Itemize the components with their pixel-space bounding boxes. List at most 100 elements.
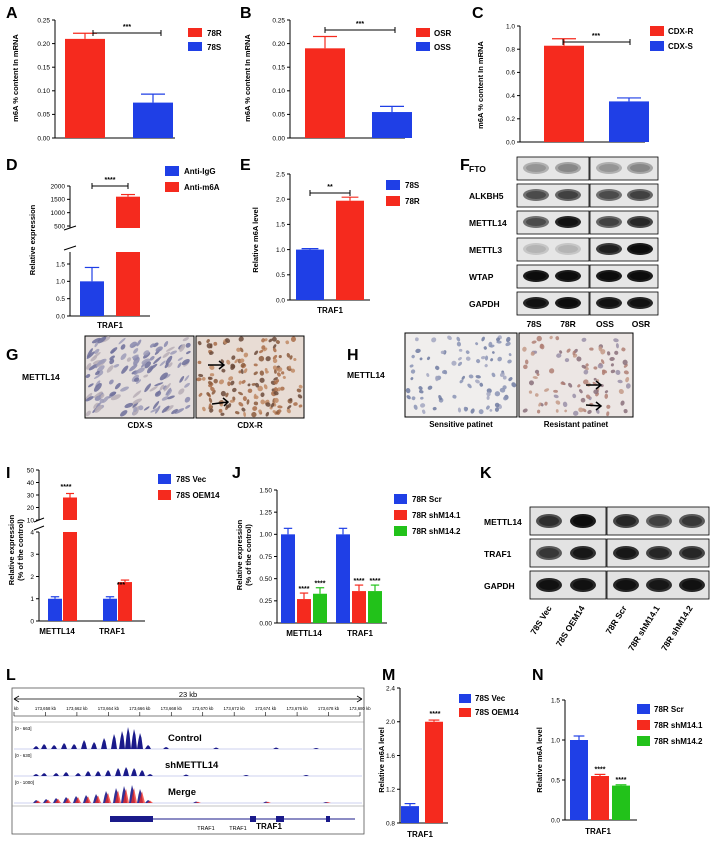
panel-d-y-bottom-tick-label: 0.0 [56, 313, 65, 320]
cell-nucleus [136, 339, 142, 347]
cell-nucleus [165, 387, 172, 396]
cell-nucleus [573, 410, 579, 416]
cell-nucleus [456, 341, 462, 347]
panel-d-y-bottom-tick-label: 0.5 [56, 296, 65, 303]
cell-nucleus [129, 341, 138, 348]
cell-nucleus [604, 390, 609, 394]
cell-nucleus [225, 338, 231, 344]
cell-nucleus [522, 408, 528, 413]
cell-nucleus [579, 389, 583, 394]
panel-c-y-tick-label: 0.4 [506, 93, 515, 100]
panel-f-band [555, 297, 581, 309]
panel-f-row-label-fto: FTO [469, 164, 486, 174]
panel-d-legend-swatch-1 [165, 166, 179, 176]
panel-n-y-tick-label: 0.5 [551, 777, 560, 784]
cell-nucleus [553, 394, 559, 399]
panel-j-y-tick-label: 1.50 [259, 487, 272, 494]
panel-f-row-label-wtap: WTAP [469, 272, 494, 282]
blot-box [589, 156, 659, 181]
panel-f-band [555, 216, 581, 228]
cell-nucleus [625, 376, 630, 383]
cell-nucleus [110, 347, 118, 354]
panel-e-y-tick-label: 1.0 [276, 247, 285, 254]
panel-i-legend-1: 78S Vec [176, 475, 207, 484]
coord-label: 173,664 kb [98, 706, 120, 711]
cell-nucleus [528, 380, 534, 386]
cell-nucleus [452, 394, 457, 399]
panel-f-row-label-alkbh5: ALKBH5 [469, 191, 504, 201]
cell-nucleus [253, 401, 259, 406]
panel-m-legend-swatch-2 [459, 708, 471, 717]
cell-nucleus [580, 397, 586, 403]
panel-g: G METTL14 CDX-S CDX-R [6, 335, 305, 430]
cell-nucleus [129, 364, 138, 372]
panel-d-sig: **** [105, 177, 116, 184]
panel-n-legend-swatch-3 [637, 736, 650, 746]
arrow-icon [208, 360, 226, 370]
panel-m-y-tick-label: 1.2 [386, 787, 395, 794]
panel-d-y-top-tick-label: 2000 [51, 183, 66, 190]
cell-nucleus [243, 411, 246, 417]
panel-d-ylabel: Relative expression [28, 204, 37, 275]
coord-label: 173,666 kb [129, 706, 151, 711]
cell-nucleus [255, 382, 260, 388]
cell-nucleus [441, 369, 447, 374]
panel-i-bar-1-2 [103, 598, 117, 621]
panel-b-y-tick-label: 0.00 [272, 135, 285, 142]
cell-nucleus [133, 377, 140, 382]
span-arrows [13, 695, 363, 703]
panel-a-y-tick-label: 0.00 [37, 135, 50, 142]
cell-nucleus [489, 409, 493, 412]
cell-nucleus [486, 405, 490, 410]
cell-nucleus [179, 343, 186, 352]
gene-model: TRAF1 TRAF1 TRAF1 [110, 816, 355, 832]
cell-nucleus [415, 348, 421, 354]
coord-label: 173,658 kb [35, 706, 57, 711]
cell-nucleus [538, 402, 542, 407]
cell-nucleus [483, 346, 487, 350]
cell-nucleus [555, 336, 560, 341]
cell-nucleus [289, 398, 293, 402]
ihc-image-sensitive [404, 332, 518, 418]
panel-g-row-label: METTL14 [22, 372, 60, 382]
ihc-image-cdx-r [195, 335, 305, 419]
cell-nucleus [621, 347, 626, 352]
panel-h-image-label-1: Sensitive patinet [429, 420, 493, 429]
cell-nucleus [585, 394, 591, 399]
cell-nucleus [131, 354, 139, 359]
panel-a-y-tick-label: 0.10 [37, 88, 50, 95]
cell-nucleus [185, 342, 191, 348]
cell-nucleus [124, 402, 134, 409]
panel-n-ylabel: Relative m6A level [535, 727, 544, 793]
cell-nucleus [149, 386, 158, 392]
cell-nucleus [135, 379, 142, 384]
panel-c-ylabel: m6A % content In mRNA [476, 41, 485, 129]
cell-nucleus [260, 392, 265, 398]
cell-nucleus [281, 371, 285, 375]
cell-nucleus [247, 383, 251, 387]
cell-nucleus [457, 407, 462, 413]
cell-nucleus [85, 396, 94, 402]
cell-nucleus [136, 367, 145, 374]
cell-nucleus [184, 396, 191, 403]
cell-nucleus [161, 405, 170, 413]
panel-d-xlabel: TRAF1 [97, 321, 123, 330]
gene-exon [326, 816, 330, 822]
cell-nucleus [484, 364, 488, 368]
panel-f-band [596, 243, 622, 255]
panel-a-legend-swatch-1 [188, 28, 202, 37]
panel-b-bars [305, 35, 412, 138]
cell-nucleus [413, 404, 418, 410]
cell-nucleus [555, 409, 559, 413]
cell-nucleus [405, 388, 411, 394]
cell-nucleus [227, 381, 231, 387]
cell-nucleus [240, 362, 246, 368]
cell-nucleus [556, 353, 562, 358]
panel-a-y-tick-label: 0.05 [37, 112, 50, 119]
cell-nucleus [120, 353, 127, 360]
panel-i-bar-1-1 [48, 598, 62, 621]
cell-nucleus [615, 343, 619, 349]
cell-nucleus [272, 347, 277, 353]
cell-nucleus [290, 336, 296, 342]
cell-nucleus [496, 340, 502, 344]
